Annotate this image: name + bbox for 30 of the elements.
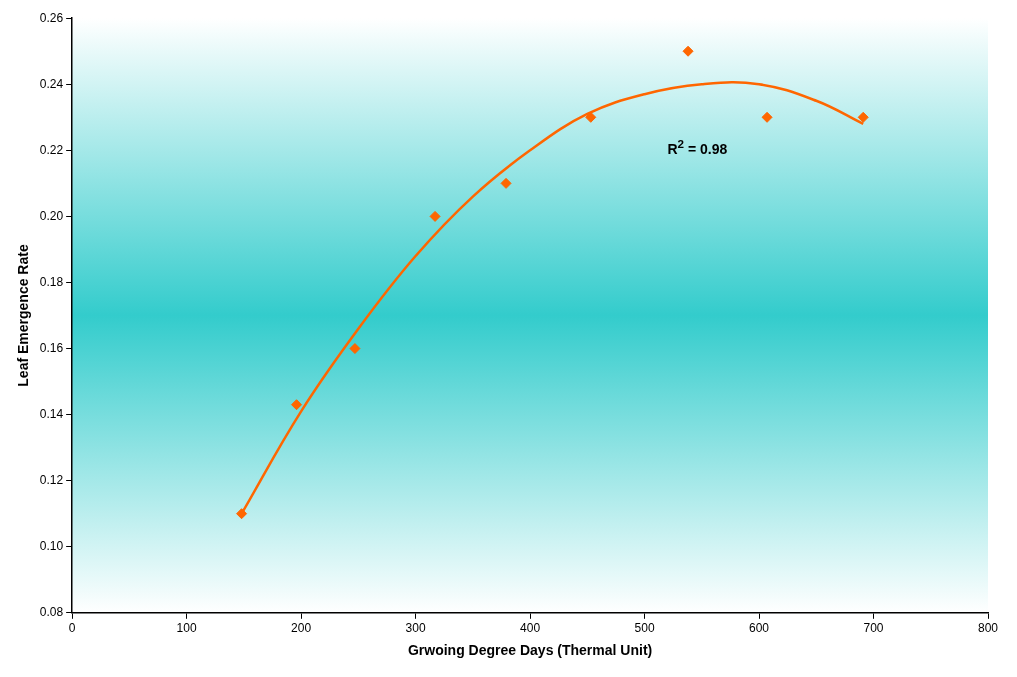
point [236,508,248,520]
y-tick-label: 0.10 [39,539,64,554]
y-tick-label: 0.18 [39,274,64,289]
y-tick-label: 0.16 [39,340,64,355]
y-axis-title: Leaf Emergence Rate [15,244,32,387]
x-tick-label: 600 [749,621,770,636]
y-tick-label: 0.22 [39,142,64,157]
x-axis-title: Grwoing Degree Days (Thermal Unit) [407,642,653,659]
point [761,111,773,123]
x-tick-label: 100 [176,621,197,636]
y-tick-label: 0.14 [39,406,64,421]
y-tick-label: 0.08 [39,605,64,620]
x-tick-label: 400 [520,621,541,636]
y-tick-label: 0.24 [39,76,64,91]
x-tick-label: 300 [405,621,426,636]
x-tick-label: 0 [68,621,76,636]
x-tick-label: 500 [634,621,655,636]
x-tick-label: 700 [863,621,884,636]
x-tick-label: 200 [291,621,312,636]
point [682,45,694,57]
point [349,343,361,355]
x-tick-label: 800 [977,621,999,636]
y-tick-label: 0.20 [39,208,64,223]
annotation: R$^{2}$ = 0.98 [667,137,728,157]
y-tick-label: 0.12 [39,472,64,487]
point [857,111,869,123]
point [500,177,512,189]
point [291,399,303,411]
y-tick-label: 0.26 [39,10,64,25]
point [429,210,441,222]
